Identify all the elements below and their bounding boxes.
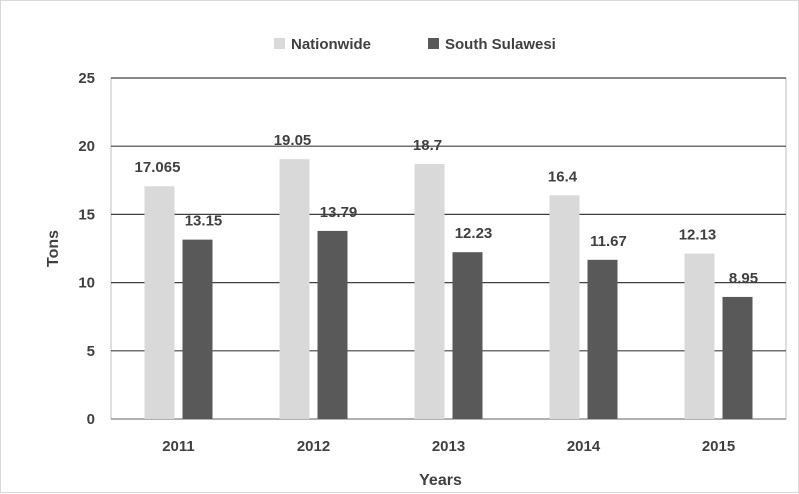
bar-nationwide-2011	[144, 186, 175, 419]
data-label: 16.4	[548, 168, 578, 185]
x-tick-label: 2012	[297, 438, 330, 455]
bar-south-sulawesi-2012	[317, 230, 348, 419]
x-axis-ticks: 2011 2012 2013 2014 2015	[162, 438, 735, 455]
data-label: 19.05	[274, 132, 312, 149]
data-label: 18.7	[413, 137, 442, 154]
legend-swatch	[428, 38, 439, 49]
data-label: 13.15	[185, 213, 223, 230]
y-tick-label: 25	[78, 70, 95, 87]
data-labels: 17.065 13.15 19.05 13.79 18.7 12.23 16.4 11.67 1…	[135, 132, 759, 287]
y-tick-label: 20	[78, 138, 95, 155]
data-label: 12.13	[679, 227, 717, 244]
y-axis-title: Tons	[45, 230, 62, 267]
data-label: 8.95	[729, 270, 758, 287]
y-tick-label: 0	[87, 411, 95, 428]
legend-swatch	[274, 38, 285, 49]
x-tick-label: 2011	[162, 438, 195, 455]
x-tick-label: 2014	[567, 438, 601, 455]
x-tick-label: 2013	[432, 438, 465, 455]
bars	[144, 159, 753, 419]
data-label: 11.67	[590, 233, 627, 250]
bar-nationwide-2014	[549, 195, 580, 419]
data-label: 12.23	[455, 225, 493, 242]
bar-nationwide-2013	[414, 163, 445, 419]
bar-south-sulawesi-2011	[182, 239, 213, 419]
data-label: 17.065	[135, 159, 181, 176]
y-axis-ticks: 0 5 10 15 20 25	[78, 70, 95, 428]
data-label: 13.79	[320, 204, 358, 221]
bar-south-sulawesi-2014	[587, 259, 618, 419]
gridlines	[110, 77, 787, 420]
legend-label: South Sulawesi	[445, 36, 556, 53]
x-tick-label: 2015	[702, 438, 735, 455]
y-tick-label: 15	[78, 206, 95, 223]
legend-label: Nationwide	[291, 36, 371, 53]
bar-south-sulawesi-2013	[452, 252, 483, 419]
bar-south-sulawesi-2015	[722, 296, 753, 419]
y-tick-label: 10	[78, 275, 95, 292]
bar-nationwide-2012	[279, 159, 310, 419]
y-tick-label: 5	[87, 343, 95, 360]
bar-nationwide-2015	[684, 253, 715, 419]
x-axis-title: Years	[419, 472, 462, 489]
legend: Nationwide South Sulawesi	[274, 36, 556, 53]
